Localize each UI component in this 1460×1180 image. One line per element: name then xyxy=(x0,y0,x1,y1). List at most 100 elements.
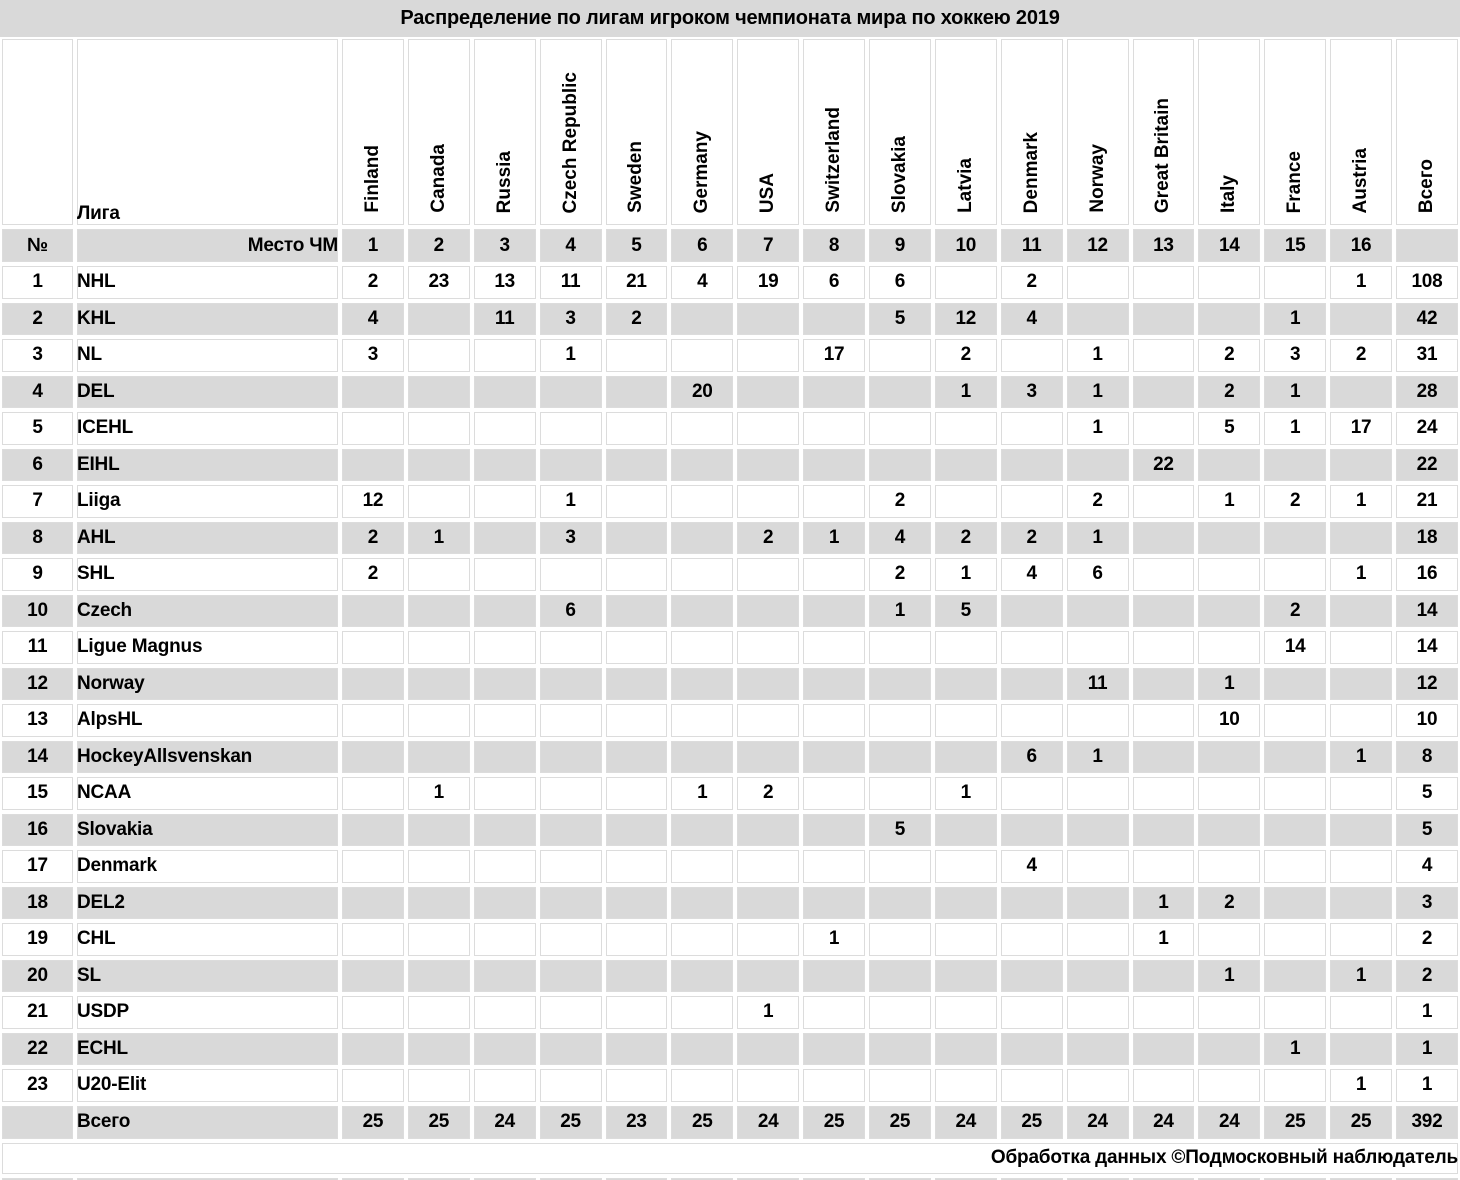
value-cell xyxy=(1196,848,1263,885)
column-header-sweden: Sweden xyxy=(603,37,670,227)
value-cell xyxy=(603,921,670,958)
value-cell xyxy=(735,337,802,374)
value-cell: 11 xyxy=(471,300,538,337)
value-cell xyxy=(669,994,736,1031)
value-cell: 1 xyxy=(1196,483,1263,520)
value-cell xyxy=(867,665,933,702)
totals-value-cell: 25 xyxy=(537,1103,604,1141)
value-cell xyxy=(1328,446,1394,483)
value-cell xyxy=(471,337,538,374)
value-cell xyxy=(998,994,1065,1031)
value-cell xyxy=(1196,1030,1263,1067)
value-cell: 23 xyxy=(405,264,472,301)
partial-cell xyxy=(471,1175,538,1180)
value-cell xyxy=(1064,921,1131,958)
value-cell xyxy=(735,957,802,994)
league-distribution-table: Лига Finland Canada Russia Czech Republic Swe… xyxy=(0,37,1460,1180)
value-cell xyxy=(1064,848,1131,885)
value-cell xyxy=(867,702,933,739)
totals-row-number xyxy=(0,1103,75,1141)
value-cell xyxy=(932,884,999,921)
row-number: 12 xyxy=(0,665,75,702)
value-cell xyxy=(669,848,736,885)
value-cell xyxy=(1130,483,1197,520)
table-row-denmark: 17 Denmark 4 4 xyxy=(0,848,1460,885)
column-header-czech-republic: Czech Republic xyxy=(537,37,604,227)
value-cell: 20 xyxy=(669,373,736,410)
column-header-switzerland: Switzerland xyxy=(801,37,867,227)
value-cell xyxy=(603,592,670,629)
value-cell xyxy=(537,446,604,483)
value-cell xyxy=(603,337,670,374)
place-cell-7: 7 xyxy=(735,227,802,264)
partial-cell xyxy=(603,1175,670,1180)
value-cell xyxy=(669,1067,736,1104)
column-header-germany: Germany xyxy=(669,37,736,227)
footer-credit: Обработка данных ©Подмосковный наблюдате… xyxy=(0,1140,1460,1176)
value-cell: 1 xyxy=(1328,1067,1394,1104)
value-cell: 2 xyxy=(735,519,802,556)
column-header-label: Czech Republic xyxy=(559,71,581,213)
value-cell xyxy=(1064,1067,1131,1104)
value-cell: 1 xyxy=(1130,921,1197,958)
value-cell xyxy=(603,519,670,556)
value-cell: 21 xyxy=(1394,483,1460,520)
row-number: 1 xyxy=(0,264,75,301)
table-row-ahl: 8 AHL 2 1 3 2 1 4 2 2 1 18 xyxy=(0,519,1460,556)
column-header-label: Italy xyxy=(1218,174,1240,213)
league-name: DEL xyxy=(75,373,340,410)
value-cell xyxy=(603,994,670,1031)
value-cell xyxy=(932,811,999,848)
value-cell: 2 xyxy=(340,519,406,556)
value-cell xyxy=(537,884,604,921)
column-header-denmark: Denmark xyxy=(998,37,1065,227)
value-cell: 3 xyxy=(537,300,604,337)
totals-value-cell: 25 xyxy=(340,1103,406,1141)
row-number: 8 xyxy=(0,519,75,556)
value-cell xyxy=(471,592,538,629)
value-cell xyxy=(932,446,999,483)
value-cell xyxy=(1130,775,1197,812)
value-cell xyxy=(801,738,867,775)
column-header-label: Switzerland xyxy=(823,107,845,213)
value-cell: 3 xyxy=(537,519,604,556)
value-cell xyxy=(998,884,1065,921)
value-cell xyxy=(801,483,867,520)
value-cell xyxy=(735,665,802,702)
column-header-label: Russia xyxy=(493,150,515,213)
value-cell: 1 xyxy=(932,556,999,593)
table-row-ncaa: 15 NCAA 1 1 2 1 5 xyxy=(0,775,1460,812)
league-name: Czech xyxy=(75,592,340,629)
value-cell: 12 xyxy=(1394,665,1460,702)
column-header-label: Canada xyxy=(427,144,449,213)
value-cell xyxy=(603,702,670,739)
partial-cell xyxy=(1262,1175,1329,1180)
value-cell xyxy=(932,738,999,775)
row-number: 9 xyxy=(0,556,75,593)
value-cell xyxy=(867,410,933,447)
value-cell xyxy=(1196,1067,1263,1104)
value-cell xyxy=(867,1067,933,1104)
value-cell xyxy=(867,994,933,1031)
column-header-austria: Austria xyxy=(1328,37,1394,227)
value-cell xyxy=(405,702,472,739)
value-cell: 1 xyxy=(537,483,604,520)
value-cell: 1 xyxy=(1130,884,1197,921)
place-cell-13: 13 xyxy=(1130,227,1197,264)
totals-value-cell: 25 xyxy=(801,1103,867,1141)
value-cell: 1 xyxy=(1262,300,1329,337)
value-cell xyxy=(405,483,472,520)
value-cell xyxy=(1328,300,1394,337)
value-cell xyxy=(537,1030,604,1067)
table-row-icehl: 5 ICEHL 1 5 1 17 24 xyxy=(0,410,1460,447)
partial-cell xyxy=(801,1175,867,1180)
value-cell xyxy=(1328,921,1394,958)
value-cell xyxy=(405,1030,472,1067)
value-cell xyxy=(735,373,802,410)
value-cell xyxy=(1064,994,1131,1031)
value-cell: 10 xyxy=(1196,702,1263,739)
value-cell xyxy=(1130,264,1197,301)
value-cell: 28 xyxy=(1394,373,1460,410)
value-cell xyxy=(405,957,472,994)
value-cell: 6 xyxy=(537,592,604,629)
